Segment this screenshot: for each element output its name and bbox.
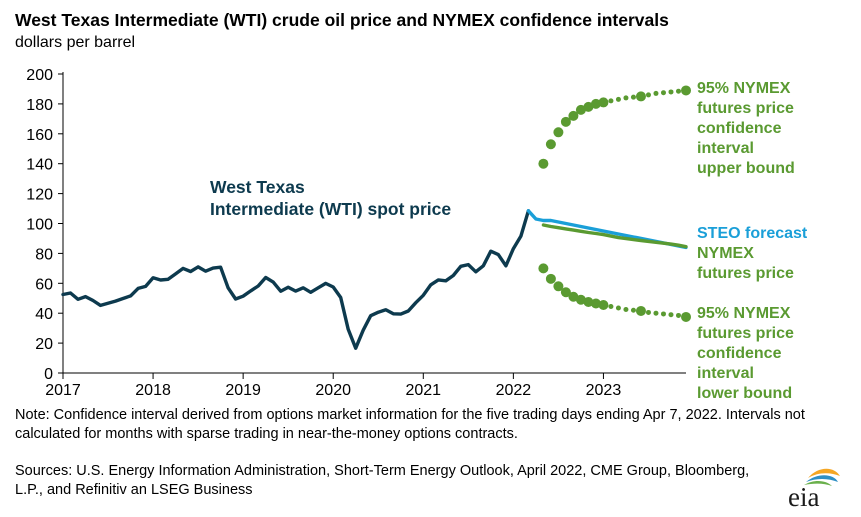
upper-bound-point xyxy=(560,116,571,127)
chart-sources: Sources: U.S. Energy Information Adminis… xyxy=(15,463,750,498)
nymex-series-label: futures price xyxy=(697,265,794,282)
lower-bound-label: interval xyxy=(697,365,754,382)
eia-logo: eia xyxy=(788,468,840,512)
wti-series-label: West Texas xyxy=(210,177,305,197)
upper-bound-label: confidence xyxy=(697,120,782,137)
upper-bound-point xyxy=(630,94,636,100)
lower-bound-point xyxy=(538,263,549,274)
upper-bound-label: interval xyxy=(697,140,754,157)
upper-bound-point xyxy=(653,90,659,96)
x-tick-label: 2019 xyxy=(225,382,261,399)
x-tick-label: 2022 xyxy=(496,382,532,399)
y-tick-label: 120 xyxy=(26,187,53,204)
wti-series-label: Intermediate (WTI) spot price xyxy=(210,199,451,219)
upper-bound-point xyxy=(615,96,621,102)
upper-bound-point xyxy=(675,88,681,94)
lower-bound-point xyxy=(653,310,659,316)
upper-bound-point xyxy=(681,85,691,96)
y-tick-label: 160 xyxy=(26,127,53,144)
upper-bound-point xyxy=(645,92,651,98)
lower-bound-point xyxy=(615,305,621,311)
upper-bound-point xyxy=(608,98,614,104)
y-tick-label: 200 xyxy=(26,67,53,84)
lower-bound-label: 95% NYMEX xyxy=(697,305,791,322)
x-tick-label: 2021 xyxy=(405,382,441,399)
lower-bound-point xyxy=(598,299,609,310)
upper-bound-point xyxy=(623,95,629,101)
y-tick-label: 140 xyxy=(26,157,53,174)
chart-subtitle: dollars per barrel xyxy=(15,34,136,51)
logo-swoosh-blue xyxy=(806,475,838,482)
lower-bound-point xyxy=(575,294,586,305)
nymex-series-label: NYMEX xyxy=(697,245,754,262)
upper-bound-label: 95% NYMEX xyxy=(697,80,791,97)
upper-bound-point xyxy=(553,127,564,138)
x-tick-label: 2017 xyxy=(45,382,81,399)
lower-bound-point xyxy=(608,303,614,309)
lower-bound-point xyxy=(545,273,556,284)
lower-bound-point xyxy=(660,311,666,317)
y-tick-label: 60 xyxy=(35,276,53,293)
steo-series-label: STEO forecast xyxy=(697,225,808,242)
lower-bound-point xyxy=(681,311,691,322)
upper-bound-point xyxy=(668,89,674,95)
chart-title: West Texas Intermediate (WTI) crude oil … xyxy=(15,10,669,30)
upper-bound-point xyxy=(660,90,666,96)
x-tick-label: 2020 xyxy=(315,382,351,399)
lower-bound-point xyxy=(590,298,601,309)
lower-bound-point xyxy=(635,305,646,316)
upper-bound-point xyxy=(635,91,646,102)
y-tick-label: 40 xyxy=(35,306,53,323)
upper-bound-point xyxy=(575,104,586,115)
lower-bound-point xyxy=(675,312,681,318)
upper-bound-point xyxy=(590,98,601,109)
y-tick-label: 20 xyxy=(35,336,53,353)
y-tick-label: 100 xyxy=(26,217,53,234)
logo-swoosh-green xyxy=(804,480,832,486)
lower-bound-point xyxy=(623,306,629,312)
nymex-series-line xyxy=(541,223,688,249)
logo-swoosh-orange xyxy=(808,468,840,478)
upper-bound-point xyxy=(538,158,549,169)
y-tick-label: 180 xyxy=(26,97,53,114)
upper-bound-point xyxy=(568,110,579,121)
upper-bound-label: futures price xyxy=(697,100,794,117)
y-tick-label: 80 xyxy=(35,246,53,263)
lower-bound-point xyxy=(560,287,571,298)
upper-bound-point xyxy=(545,139,556,150)
lower-bound-label: lower bound xyxy=(697,385,792,400)
lower-bound-point xyxy=(668,312,674,318)
lower-bound-point xyxy=(568,291,579,302)
lower-bound-point xyxy=(645,309,651,315)
lower-bound-point xyxy=(553,281,564,292)
x-tick-label: 2018 xyxy=(135,382,171,399)
upper-bound-point xyxy=(598,97,609,108)
lower-bound-label: futures price xyxy=(697,325,794,342)
y-tick-label: 0 xyxy=(44,366,53,383)
chart-area: 0 20 40 60 80 100 120 140 160 180 200 2017 2018 2019 2… xyxy=(26,67,808,400)
chart-note: Note: Confidence interval derived from o… xyxy=(15,407,805,442)
logo-text: eia xyxy=(788,482,819,512)
x-tick-label: 2023 xyxy=(586,382,622,399)
lower-bound-point xyxy=(630,307,636,313)
upper-bound-label: upper bound xyxy=(697,160,795,177)
wti-series-line xyxy=(61,209,531,350)
upper-bound-point xyxy=(583,101,594,112)
lower-bound-point xyxy=(583,296,594,307)
lower-bound-label: confidence xyxy=(697,345,782,362)
